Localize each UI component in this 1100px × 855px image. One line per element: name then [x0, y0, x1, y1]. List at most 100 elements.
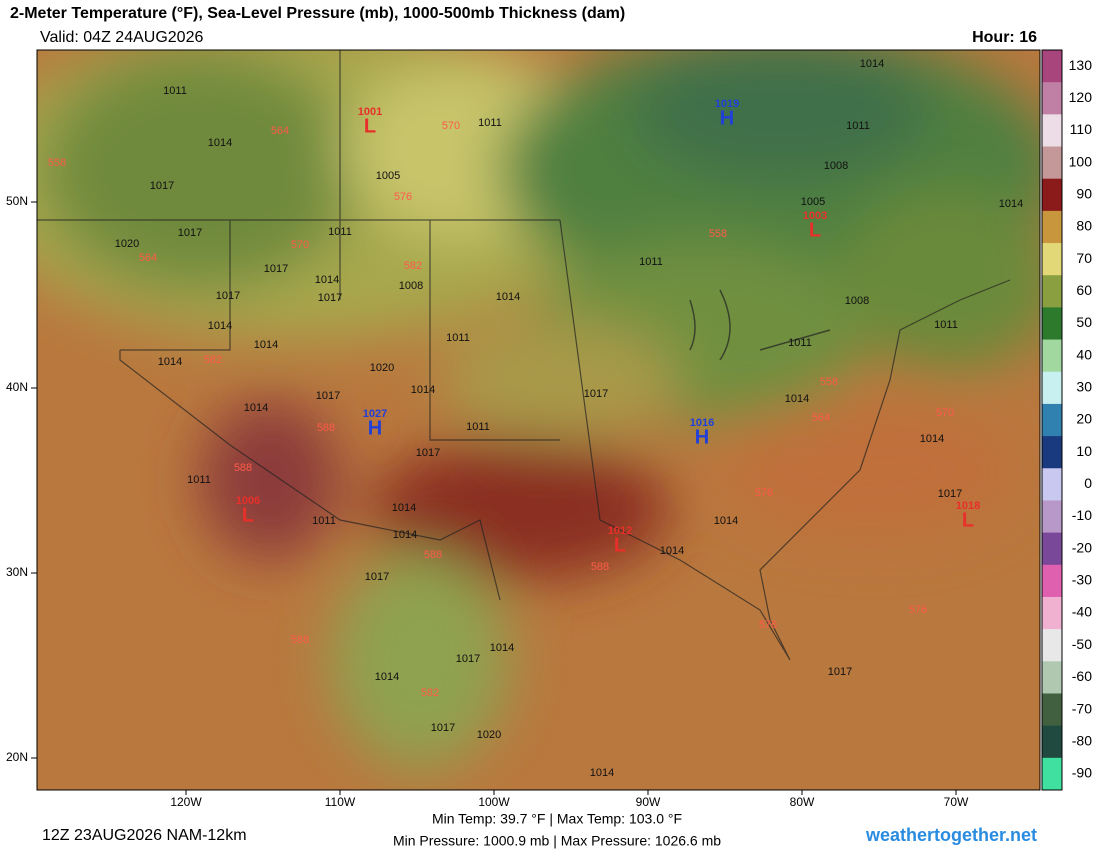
latitude-label: 50N — [6, 194, 28, 208]
isobar-label: 1011 — [846, 120, 870, 132]
longitude-label: 120W — [170, 795, 202, 809]
isobar-label: 1011 — [934, 319, 958, 331]
isobar-label: 1017 — [431, 722, 455, 734]
longitude-label: 100W — [478, 795, 510, 809]
isobar-label: 1017 — [938, 488, 962, 500]
pressure-center-letter: H — [720, 107, 734, 129]
isobar-label: 1014 — [660, 545, 684, 557]
isobar-label: 1014 — [393, 529, 417, 541]
latitude-label: 20N — [6, 750, 28, 764]
isobar-label: 1014 — [590, 767, 614, 779]
colorbar-swatch — [1042, 210, 1062, 244]
thickness-label: 588 — [234, 462, 252, 474]
colorbar-swatch — [1042, 146, 1062, 180]
colorbar-label: 100 — [1069, 153, 1093, 169]
pressure-center-value: 1001 — [358, 106, 382, 118]
colorbar-frame — [1041, 49, 1063, 791]
isobar-label: 1011 — [466, 421, 490, 433]
thickness-label: 558 — [709, 228, 727, 240]
colorbar-label: 120 — [1069, 89, 1093, 105]
colorbar-label: -40 — [1072, 604, 1092, 620]
isobar-label: 1008 — [845, 295, 869, 307]
thickness-label: 588 — [591, 561, 609, 573]
isobar-label: 1017 — [584, 388, 608, 400]
pressure-center-value: 1027 — [363, 408, 387, 420]
isobar-label: 1017 — [828, 666, 852, 678]
colorbar-swatch — [1042, 82, 1062, 115]
site-name: weathertogether.net — [865, 825, 1037, 845]
colorbar-label: 20 — [1076, 411, 1092, 427]
isobar-label: 1017 — [178, 227, 202, 239]
pressure-center-value: 1003 — [803, 210, 827, 222]
pressure-center-value: 1019 — [715, 98, 739, 110]
isobar-label: 1014 — [411, 384, 435, 396]
thickness-label: 558 — [820, 376, 838, 388]
thickness-label: 588 — [424, 549, 442, 561]
pressure-center-letter: L — [242, 504, 254, 526]
colorbar-swatch — [1042, 339, 1062, 373]
colorbar-swatch — [1042, 50, 1062, 83]
thickness-label: 564 — [812, 412, 830, 424]
isobar-label: 1014 — [375, 671, 399, 683]
forecast-hour: Hour: 16 — [972, 29, 1037, 46]
pressure-range: Min Pressure: 1000.9 mb | Max Pressure: … — [393, 833, 721, 849]
colorbar-swatch — [1042, 307, 1062, 341]
colorbar-label: 60 — [1076, 282, 1092, 298]
longitude-label: 90W — [636, 795, 661, 809]
thickness-label: 576 — [394, 191, 412, 203]
isobar-label: 1011 — [312, 515, 336, 527]
colorbar-swatch — [1042, 725, 1062, 759]
isobar-label: 1017 — [456, 653, 480, 665]
colorbar-swatch — [1042, 243, 1062, 276]
colorbar-swatch — [1042, 500, 1062, 534]
isobar-label: 1011 — [328, 226, 352, 238]
isobar-label: 1011 — [478, 117, 502, 129]
map-background — [37, 50, 1040, 790]
model-run: 12Z 23AUG2026 NAM-12km — [42, 827, 247, 844]
pressure-center-letter: H — [368, 417, 382, 439]
latitude-label: 30N — [6, 565, 28, 579]
colorbar-label: -90 — [1072, 765, 1092, 781]
colorbar-label: 30 — [1076, 379, 1092, 395]
isobar-label: 1011 — [788, 337, 812, 349]
pressure-center-letter: L — [614, 534, 626, 556]
isobar-label: 1014 — [158, 356, 182, 368]
colorbar-label: 130 — [1069, 57, 1093, 73]
thickness-label: 576 — [909, 604, 927, 616]
colorbar-label: -30 — [1072, 572, 1092, 588]
latitude-label: 40N — [6, 380, 28, 394]
pressure-center-value: 1012 — [608, 525, 632, 537]
pressure-center-value: 1006 — [236, 495, 260, 507]
colorbar-swatch — [1042, 178, 1062, 212]
colorbar-swatch — [1042, 596, 1062, 630]
colorbar-label: 90 — [1076, 185, 1092, 201]
colorbar-swatch — [1042, 403, 1062, 437]
isobar-label: 1017 — [150, 180, 174, 192]
isobar-label: 1014 — [714, 515, 738, 527]
isobar-label: 1014 — [920, 433, 944, 445]
pressure-center-letter: L — [962, 509, 974, 531]
isobar-label: 1020 — [370, 362, 394, 374]
colorbar-label: 50 — [1076, 314, 1092, 330]
isobar-label: 1014 — [785, 393, 809, 405]
colorbar-swatch — [1042, 371, 1062, 405]
isobar-label: 1014 — [208, 320, 232, 332]
isobar-label: 1017 — [216, 290, 240, 302]
thickness-label: 564 — [139, 252, 157, 264]
colorbar-label: -70 — [1072, 700, 1092, 716]
isobar-label: 1014 — [490, 642, 514, 654]
colorbar-label: 70 — [1076, 250, 1092, 266]
colorbar-label: 0 — [1084, 475, 1092, 491]
pressure-center-letter: H — [695, 426, 709, 448]
isobar-label: 1014 — [254, 339, 278, 351]
isobar-label: 1017 — [318, 292, 342, 304]
isobar-label: 1017 — [316, 390, 340, 402]
pressure-center-letter: L — [364, 115, 376, 137]
colorbar-label: -60 — [1072, 668, 1092, 684]
colorbar-label: 80 — [1076, 218, 1092, 234]
thickness-label: 582 — [421, 687, 439, 699]
colorbar-swatch — [1042, 114, 1062, 148]
isobar-label: 1011 — [163, 85, 187, 97]
isobar-label: 1011 — [639, 256, 663, 268]
